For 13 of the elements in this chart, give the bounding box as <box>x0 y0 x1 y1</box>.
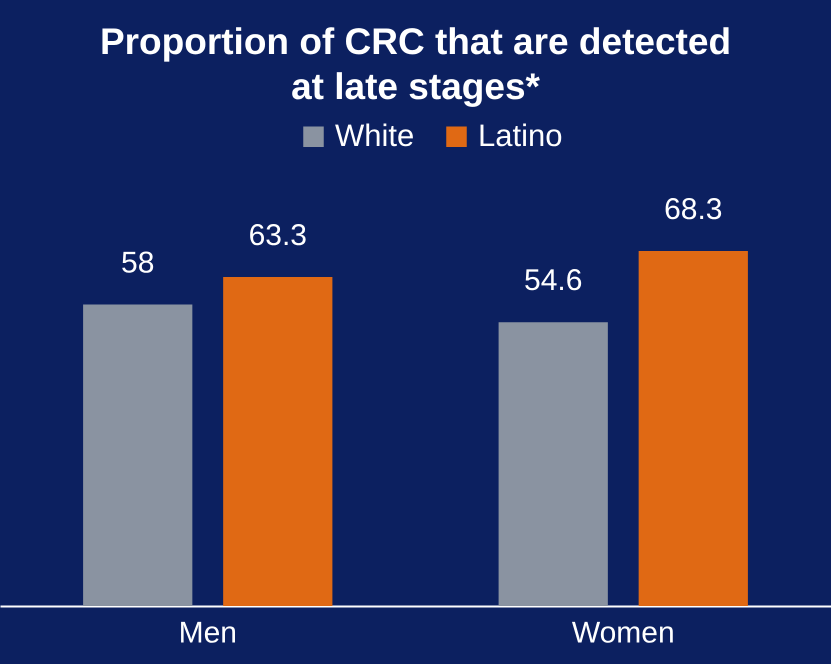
data-label: 54.6 <box>524 264 582 298</box>
chart-title: Proportion of CRC that are detected at late stages* <box>100 21 732 107</box>
data-label: 63.3 <box>248 218 307 252</box>
bar <box>498 322 608 606</box>
bar <box>638 251 748 606</box>
data-label: 68.3 <box>664 193 722 226</box>
data-label: 58 <box>121 246 154 280</box>
legend-label: Latino <box>478 118 562 153</box>
bar <box>223 276 332 606</box>
bar <box>83 304 192 606</box>
x-tick-label: Men <box>178 616 237 650</box>
x-tick-label: Women <box>572 616 675 650</box>
legend-label: White <box>335 118 414 153</box>
